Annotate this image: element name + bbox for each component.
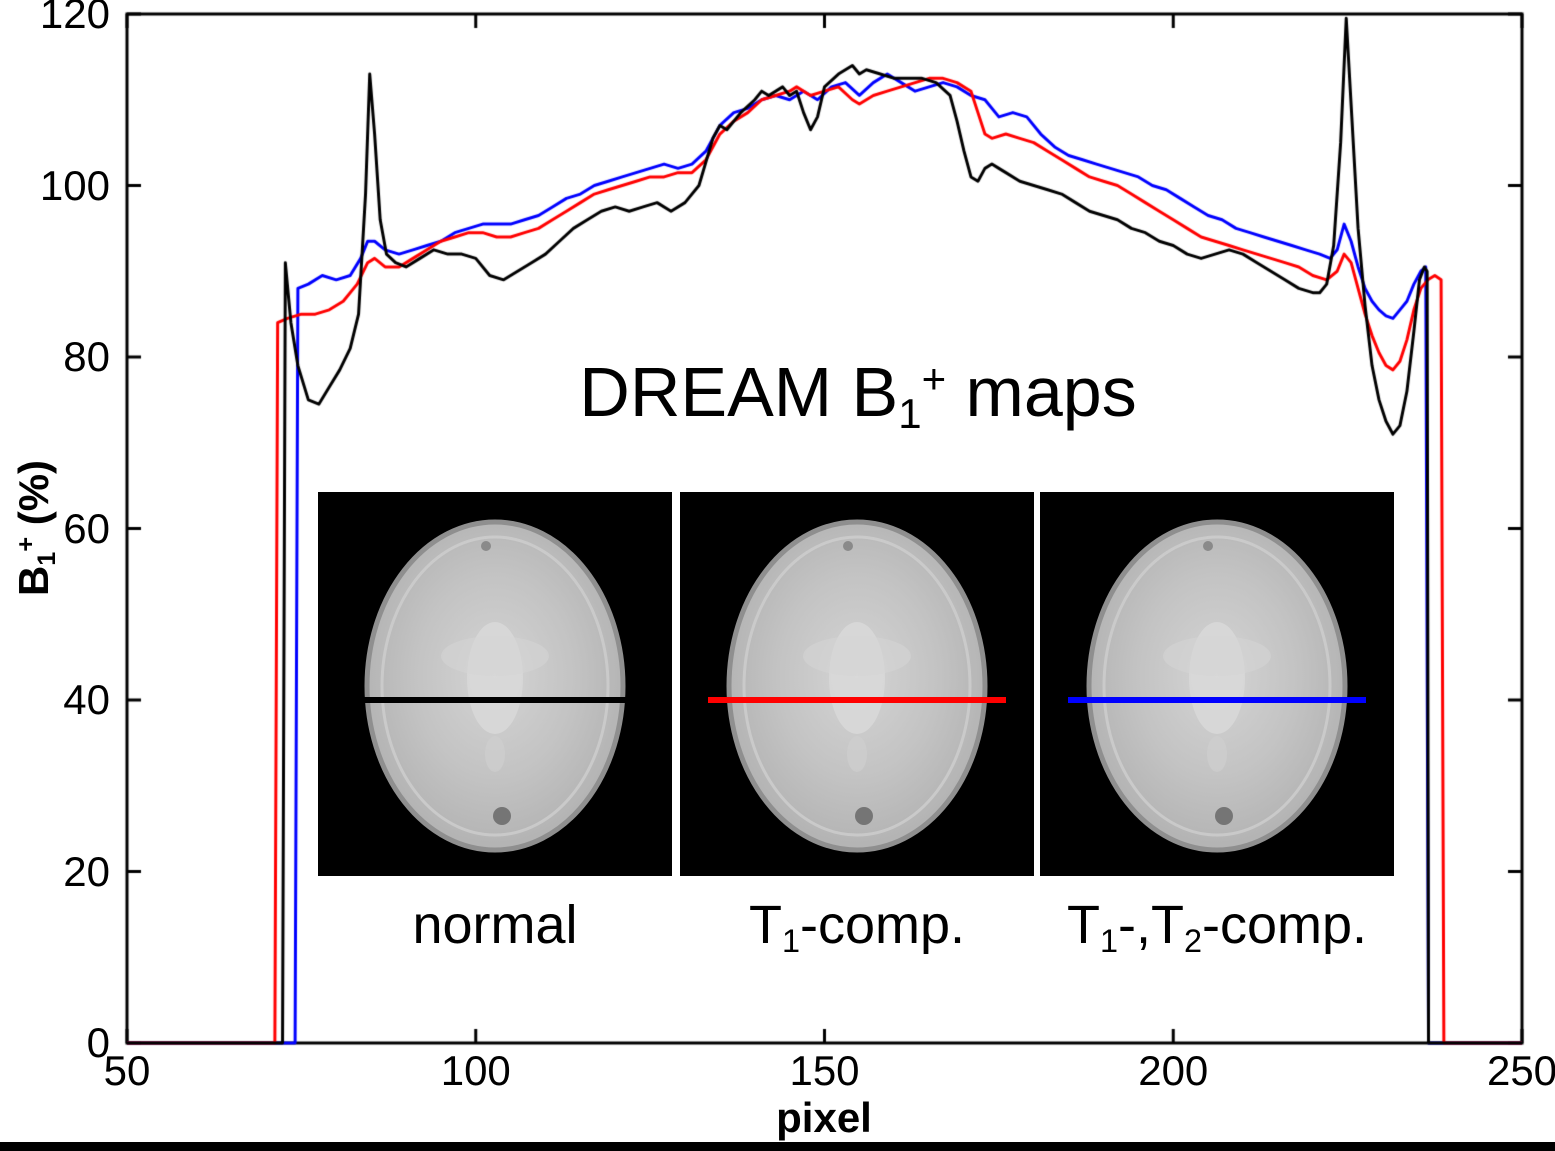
x-tick-label: 200 (1138, 1047, 1209, 1094)
y-axis-title-sub: 1 (33, 551, 62, 566)
inset-label-normal-text: normal (412, 895, 578, 955)
profile-line-t1-t2-comp (1068, 697, 1366, 704)
x-tick-label: 250 (1486, 1047, 1555, 1094)
x-tick-label: 50 (103, 1047, 151, 1094)
chart-title-post: maps (946, 353, 1137, 432)
inset-label-t1-post: -comp. (799, 895, 966, 955)
y-axis-title: B1+ (%) (10, 460, 62, 596)
inset-label-t1-comp: T1-comp. (680, 895, 1034, 960)
y-tick-label: 20 (63, 847, 110, 895)
inset-label-normal: normal (318, 895, 672, 955)
x-tick-label: 150 (789, 1047, 860, 1094)
y-tick-label: 120 (39, 0, 110, 37)
inset-brain-map-t1-comp: T1-comp. (680, 492, 1034, 959)
inset-brain-map-normal: normal (318, 492, 672, 955)
inset-label-t1t2-sub: 1 (1099, 923, 1118, 960)
inset-label-t1t2-pre: T (1066, 895, 1100, 955)
chart-title-pre: DREAM B (579, 353, 899, 432)
y-axis-title-pre: B (9, 565, 57, 597)
bottom-bar (0, 1142, 1555, 1151)
chart-title-sub: 1 (898, 389, 922, 437)
y-tick-label: 40 (63, 676, 110, 723)
inset-label-t1t2-mid: -,T (1117, 895, 1184, 955)
y-tick-label: 0 (86, 1019, 110, 1066)
inset-label-t1t2-post: -comp. (1201, 895, 1368, 955)
y-tick-label: 60 (63, 504, 110, 552)
inset-brain-map-t1-t2-comp: T1-,T2-comp. (1040, 492, 1394, 959)
x-axis-title: pixel (776, 1094, 872, 1141)
profile-line-t1-comp (708, 697, 1006, 704)
x-tick-label: 100 (440, 1047, 511, 1094)
y-tick-label: 100 (39, 161, 110, 209)
inset-label-t1-t2-comp: T1-,T2-comp. (1040, 895, 1394, 960)
inset-label-t1t2-sub2: 2 (1183, 923, 1202, 960)
inset-label-t1-pre: T (748, 895, 782, 955)
brain-map-image-normal (318, 492, 672, 876)
brain-map-image-t1-t2-comp (1040, 492, 1394, 876)
chart-title: DREAM B1+ maps (579, 352, 1136, 438)
y-tick-label: 80 (63, 333, 110, 380)
inset-label-t1-sub: 1 (781, 923, 800, 960)
y-axis-title-sup: + (12, 536, 41, 552)
brain-map-image-t1-comp (680, 492, 1034, 876)
chart-title-sup: + (921, 355, 947, 403)
profile-line-normal (346, 697, 644, 704)
y-axis-title-post: (%) (9, 459, 57, 537)
